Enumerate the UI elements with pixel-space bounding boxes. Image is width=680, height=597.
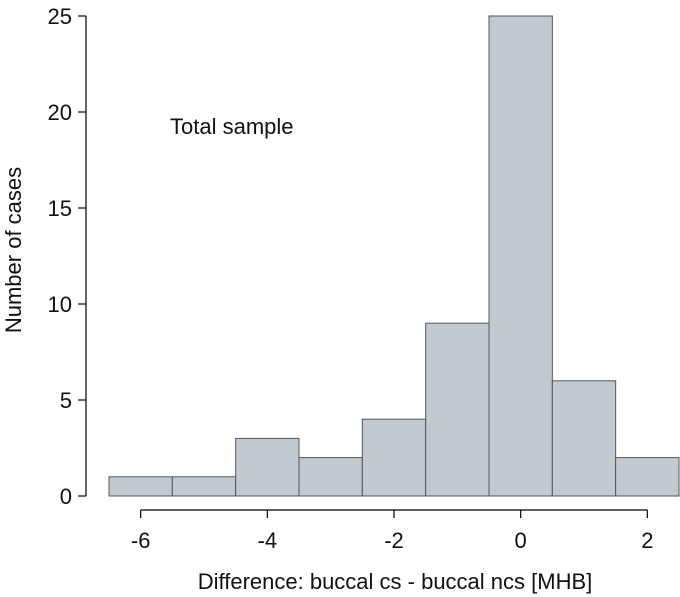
y-tick-label-2: 10 [48,292,72,317]
bar-6 [488,15,553,497]
y-tick-label-3: 15 [48,196,72,221]
x-tick-label-0: -6 [131,528,151,553]
bar-5 [425,322,490,497]
y-tick-label-5: 25 [48,4,72,29]
bar-4 [361,418,427,497]
bar-7 [551,380,617,497]
bar-8 [615,457,680,497]
x-tick-label-4: 2 [641,528,653,553]
x-tick-label-3: 0 [515,528,527,553]
y-tick-label-1: 5 [60,388,72,413]
y-axis: 0 5 10 15 20 25 [48,4,87,509]
x-axis-title: Difference: buccal cs - buccal ncs [MHB] [198,569,593,594]
y-tick-label-0: 0 [60,484,72,509]
y-tick-label-4: 20 [48,100,72,125]
bars-group [108,15,680,497]
bar-2 [235,437,300,497]
bar-3 [298,457,363,497]
x-tick-label-1: -4 [258,528,278,553]
x-tick-label-2: -2 [384,528,404,553]
annotation-total-sample: Total sample [170,114,294,139]
bar-0 [108,476,173,497]
bar-1 [171,476,237,497]
y-axis-title: Number of cases [1,167,26,333]
x-axis: -6 -4 -2 0 2 [131,509,653,553]
